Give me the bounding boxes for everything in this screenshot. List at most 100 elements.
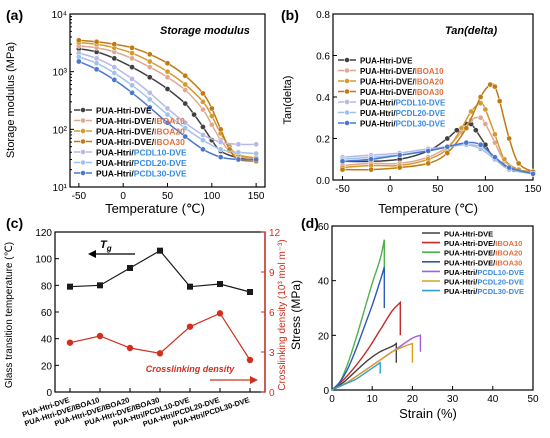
data-point — [129, 44, 135, 51]
data-point — [164, 111, 171, 118]
legend-marker — [80, 107, 86, 113]
tg-point — [127, 265, 133, 271]
legend-label: PUA-Htri/PCDL10-DVE — [360, 99, 446, 108]
cd-point — [216, 310, 224, 317]
legend-label-prefix: PUA-Htri/ — [96, 169, 134, 179]
data-point — [164, 74, 171, 81]
panel-b-plot: -50 0 50 100 150 0.0 0.2 0.4 0.6 0.8 — [316, 10, 542, 195]
legend-label-prefix: PUA-Htri/ — [360, 99, 396, 108]
legend-marker — [344, 57, 350, 63]
tg-arrow-head — [88, 250, 96, 258]
y-tick-label: 0 — [46, 388, 52, 399]
panel-c-plot: 020406080100120036912PUA-Htri-DVEPUA-Htr… — [21, 228, 280, 429]
data-point — [477, 94, 484, 100]
legend-marker — [344, 67, 350, 74]
legend-marker — [80, 138, 86, 145]
legend-label: PUA-Htri/PCDL20-DVE — [444, 278, 524, 287]
data-point — [217, 154, 224, 160]
panel-a: (a) Storage modulus Storage modulus (MPa… — [5, 7, 266, 216]
legend-label-prefix: PUA-Htri-DVE/ — [444, 239, 496, 248]
data-point — [253, 150, 259, 157]
x-tick-label: 0 — [387, 184, 393, 195]
panel-d: (d) Stress (MPa) Strain (%) 0 10 20 30 40 500… — [289, 215, 539, 421]
data-point — [93, 55, 100, 62]
legend-label-suffix: PCDL20-DVE — [477, 278, 524, 287]
legend-label: PUA-Htri-DVE/IBOA30 — [96, 137, 185, 147]
data-point — [129, 82, 135, 89]
data-point — [164, 86, 171, 92]
data-point — [76, 37, 82, 44]
data-point — [501, 156, 508, 163]
x-tick-label: 0 — [329, 394, 335, 405]
x-tick-label: 150 — [248, 191, 265, 202]
panel-c-ylabel-left: Glass transition temperature (℃) — [4, 242, 15, 388]
data-point — [164, 68, 171, 75]
y-tick-label: 0.6 — [316, 52, 330, 63]
legend-label: PUA-Htri-DVE/IBOA30 — [360, 88, 444, 97]
legend-label-suffix: IBOA10 — [415, 67, 444, 76]
data-point — [253, 141, 259, 148]
panel-b-ylabel: Tan(delta) — [282, 76, 294, 125]
legend-label-suffix: IBOA20 — [415, 78, 444, 87]
data-point — [129, 89, 135, 96]
panel-d-xlabel: Strain (%) — [399, 406, 457, 421]
legend-label: PUA-Htri/PCDL30-DVE — [444, 287, 524, 296]
data-point — [492, 154, 498, 161]
data-point — [208, 105, 215, 112]
data-point — [129, 76, 135, 82]
x-tick-label: 50 — [527, 394, 539, 405]
legend-label-prefix: PUA-Htri-DVE/ — [360, 88, 415, 97]
data-point — [111, 77, 118, 83]
y-tick-label: 60 — [41, 308, 53, 319]
data-point — [217, 126, 224, 133]
data-point — [129, 55, 135, 62]
tg-point — [97, 282, 103, 289]
legend-marker — [80, 170, 86, 176]
panel-a-letter: (a) — [6, 7, 23, 23]
data-point — [146, 96, 153, 103]
data-point — [200, 106, 206, 113]
data-point — [76, 58, 82, 65]
legend-label: PUA-Htri-DVE/IBOA10 — [360, 67, 444, 76]
tg-annotation-main: T — [100, 239, 108, 251]
legend-label: PUA-Htri-DVE — [96, 106, 152, 116]
y-tick-label: 120 — [35, 228, 52, 239]
data-point — [164, 60, 171, 67]
legend-marker — [344, 120, 350, 126]
data-point — [530, 170, 536, 177]
x-tick-label: 50 — [432, 184, 444, 195]
y-tick-label: 0 — [323, 386, 329, 397]
legend-label-prefix: PUA-Htri-DVE — [444, 230, 493, 239]
legend-label-prefix: PUA-Htri-DVE/ — [444, 249, 496, 258]
data-point — [182, 81, 189, 88]
panel-d-legend: PUA-Htri-DVEPUA-Htri-DVE/IBOA10PUA-Htri-… — [422, 230, 524, 296]
legend-label-prefix: PUA-Htri-DVE — [96, 106, 152, 116]
data-point — [396, 152, 403, 158]
data-point — [111, 55, 118, 62]
legend-label-suffix: PCDL20-DVE — [396, 109, 446, 118]
legend-marker — [80, 159, 86, 166]
y-right-tick-label: 3 — [269, 348, 275, 359]
data-point — [506, 135, 513, 142]
x-tick-label: 150 — [525, 184, 542, 195]
series-line — [342, 141, 534, 175]
legend-label: PUA-Htri-DVE/IBOA20 — [96, 127, 185, 137]
legend-label: PUA-Htri-DVE — [444, 230, 493, 239]
data-point — [146, 51, 153, 58]
x-tick-label: 20 — [407, 394, 419, 405]
legend-label-suffix: IBOA20 — [154, 127, 185, 137]
data-point — [93, 60, 100, 67]
legend-label-prefix: PUA-Htri-DVE/ — [96, 137, 155, 147]
data-point — [463, 139, 470, 146]
x-tick-label: -50 — [72, 191, 87, 202]
data-point — [506, 164, 513, 171]
data-point — [477, 114, 484, 121]
legend-label-prefix: PUA-Htri-DVE/ — [96, 116, 155, 126]
data-point — [444, 150, 451, 156]
data-point — [93, 66, 100, 73]
legend-label-suffix: PCDL30-DVE — [477, 287, 524, 296]
panel-b-legend: PUA-Htri-DVEPUA-Htri-DVE/IBOA10PUA-Htri-… — [338, 57, 446, 129]
cd-point — [126, 344, 134, 352]
data-point — [477, 141, 484, 148]
